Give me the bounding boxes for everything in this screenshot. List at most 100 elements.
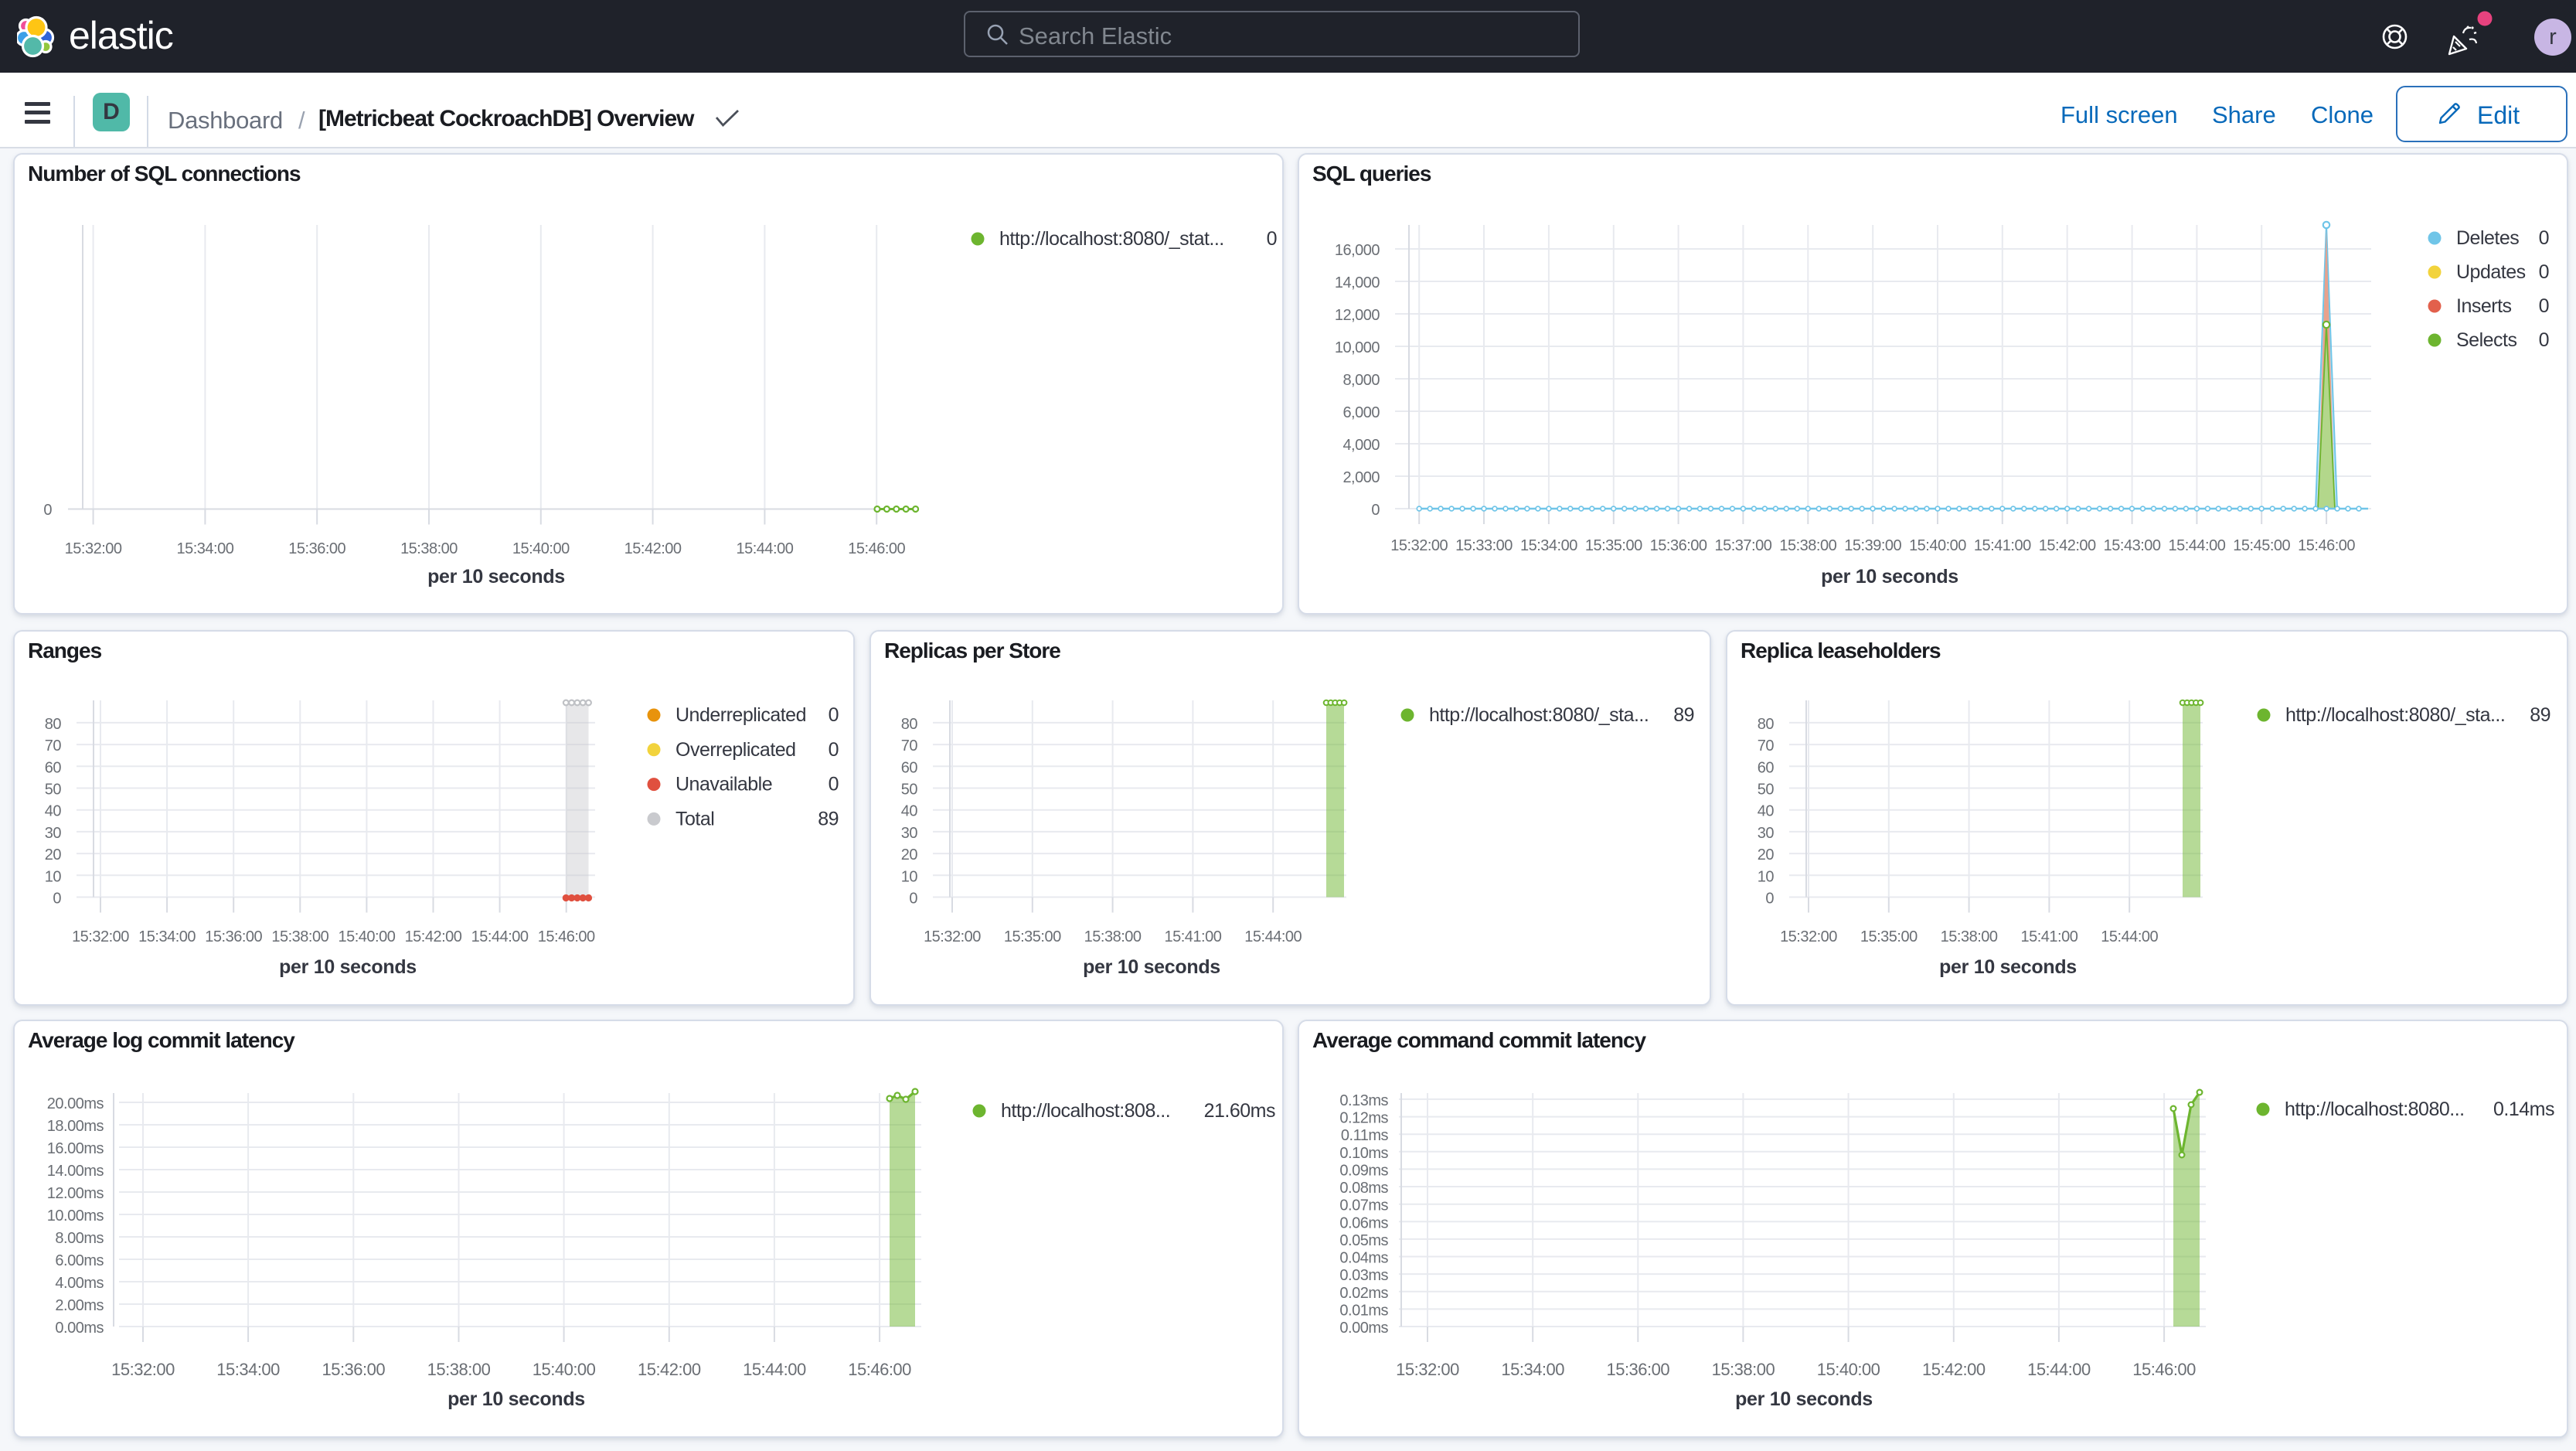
svg-text:0: 0 [829,739,839,761]
svg-text:40: 40 [45,803,62,820]
svg-text:20: 20 [45,846,62,863]
svg-text:12,000: 12,000 [1335,307,1380,324]
svg-text:per 10 seconds: per 10 seconds [1083,956,1220,978]
svg-text:0.14ms: 0.14ms [2493,1098,2554,1120]
svg-text:15:40:00: 15:40:00 [338,928,395,945]
svg-text:15:42:00: 15:42:00 [638,1360,701,1379]
svg-text:15:35:00: 15:35:00 [1860,928,1918,945]
svg-text:50: 50 [45,782,62,799]
svg-text:50: 50 [901,782,918,799]
svg-text:15:40:00: 15:40:00 [512,540,570,557]
svg-text:http://localhost:808...: http://localhost:808... [1001,1100,1170,1122]
svg-text:30: 30 [1758,825,1775,842]
svg-text:15:32:00: 15:32:00 [65,540,122,557]
svg-text:14,000: 14,000 [1335,274,1380,291]
svg-text:21.60ms: 21.60ms [1204,1100,1275,1122]
svg-text:15:42:00: 15:42:00 [1922,1360,1986,1379]
svg-text:Inserts: Inserts [2456,295,2512,317]
svg-text:15:41:00: 15:41:00 [1974,537,2031,554]
svg-text:15:39:00: 15:39:00 [1844,537,1901,554]
svg-text:15:46:00: 15:46:00 [538,928,595,945]
svg-text:15:44:00: 15:44:00 [2027,1360,2091,1379]
svg-text:15:44:00: 15:44:00 [736,540,793,557]
svg-text:60: 60 [901,759,918,776]
svg-text:0: 0 [1765,891,1774,908]
svg-text:per 10 seconds: per 10 seconds [447,1388,585,1410]
svg-text:15:38:00: 15:38:00 [1712,1360,1775,1379]
svg-text:15:40:00: 15:40:00 [533,1360,596,1379]
svg-text:80: 80 [45,716,62,733]
svg-text:Underreplicated: Underreplicated [675,704,806,726]
svg-text:15:35:00: 15:35:00 [1004,928,1061,945]
svg-text:0: 0 [1267,228,1277,250]
svg-text:14.00ms: 14.00ms [47,1163,104,1180]
svg-text:0.06ms: 0.06ms [1339,1214,1388,1231]
svg-text:15:41:00: 15:41:00 [1164,928,1221,945]
svg-text:15:38:00: 15:38:00 [1779,537,1836,554]
svg-text:0: 0 [1371,502,1380,519]
svg-text:50: 50 [1758,782,1775,799]
svg-text:15:38:00: 15:38:00 [271,928,328,945]
svg-text:15:32:00: 15:32:00 [72,928,129,945]
svg-text:per 10 seconds: per 10 seconds [1821,566,1958,588]
svg-text:15:40:00: 15:40:00 [1817,1360,1880,1379]
svg-text:Unavailable: Unavailable [675,774,772,795]
svg-text:20.00ms: 20.00ms [47,1095,104,1112]
svg-text:15:40:00: 15:40:00 [1909,537,1966,554]
svg-text:16.00ms: 16.00ms [47,1140,104,1157]
svg-text:10: 10 [1758,868,1775,885]
svg-text:0: 0 [2539,261,2549,283]
svg-text:15:36:00: 15:36:00 [1606,1360,1669,1379]
svg-text:15:36:00: 15:36:00 [1650,537,1707,554]
svg-text:15:38:00: 15:38:00 [1084,928,1142,945]
svg-text:6,000: 6,000 [1342,404,1380,421]
svg-text:0.13ms: 0.13ms [1339,1092,1388,1109]
svg-text:0.04ms: 0.04ms [1339,1250,1388,1267]
svg-text:15:46:00: 15:46:00 [848,540,905,557]
svg-text:10: 10 [901,868,918,885]
svg-text:70: 70 [901,737,918,754]
svg-text:60: 60 [1758,759,1775,776]
svg-text:89: 89 [1673,704,1694,726]
svg-text:70: 70 [1758,737,1775,754]
svg-text:80: 80 [1758,716,1775,733]
svg-text:60: 60 [45,759,62,776]
svg-text:per 10 seconds: per 10 seconds [427,566,565,588]
svg-text:15:33:00: 15:33:00 [1455,537,1513,554]
svg-text:15:37:00: 15:37:00 [1714,537,1771,554]
svg-text:0.05ms: 0.05ms [1339,1232,1388,1249]
svg-text:per 10 seconds: per 10 seconds [279,956,417,978]
svg-text:70: 70 [45,737,62,754]
svg-text:15:42:00: 15:42:00 [2039,537,2096,554]
svg-text:20: 20 [1758,846,1775,863]
svg-text:15:32:00: 15:32:00 [1396,1360,1459,1379]
svg-text:15:43:00: 15:43:00 [2104,537,2161,554]
svg-text:0: 0 [43,502,52,519]
svg-text:0: 0 [829,774,839,795]
svg-text:0.11ms: 0.11ms [1341,1127,1389,1144]
svg-text:per 10 seconds: per 10 seconds [1735,1388,1873,1410]
svg-text:Selects: Selects [2456,329,2516,351]
svg-text:89: 89 [2530,704,2550,726]
svg-text:0.03ms: 0.03ms [1339,1267,1388,1284]
svg-text:40: 40 [901,803,918,820]
svg-text:15:46:00: 15:46:00 [848,1360,911,1379]
svg-text:Overreplicated: Overreplicated [675,739,796,761]
svg-text:15:34:00: 15:34:00 [138,928,196,945]
svg-text:per 10 seconds: per 10 seconds [1939,956,2077,978]
svg-text:0.00ms: 0.00ms [55,1320,104,1337]
svg-text:10: 10 [45,868,62,885]
svg-text:http://localhost:8080/_stat...: http://localhost:8080/_stat... [999,228,1224,250]
svg-text:2.00ms: 2.00ms [55,1297,104,1314]
svg-text:15:34:00: 15:34:00 [1520,537,1577,554]
svg-text:40: 40 [1758,803,1775,820]
svg-text:12.00ms: 12.00ms [47,1185,104,1202]
svg-text:10,000: 10,000 [1335,339,1380,356]
svg-text:0.09ms: 0.09ms [1339,1162,1388,1179]
svg-text:20: 20 [901,846,918,863]
svg-text:30: 30 [901,825,918,842]
svg-text:0.02ms: 0.02ms [1339,1285,1388,1302]
svg-text:15:34:00: 15:34:00 [176,540,233,557]
svg-text:18.00ms: 18.00ms [47,1118,104,1135]
svg-text:4.00ms: 4.00ms [55,1275,104,1292]
